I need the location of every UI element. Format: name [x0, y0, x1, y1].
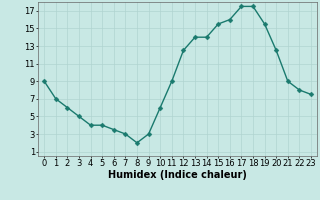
X-axis label: Humidex (Indice chaleur): Humidex (Indice chaleur) — [108, 170, 247, 180]
